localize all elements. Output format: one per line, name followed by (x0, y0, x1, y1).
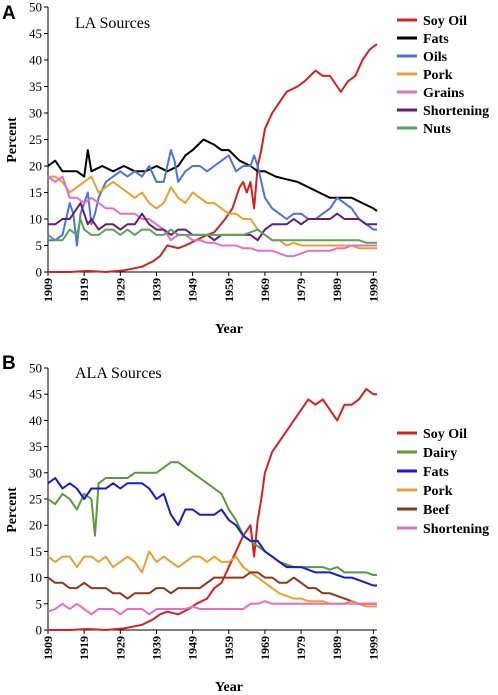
panel-b-y-tick-label: 0 (36, 623, 43, 638)
panel-b-x-tick-label: 1909 (41, 636, 55, 660)
panel-b-x-tick-label: 1999 (366, 636, 380, 660)
panel-a-x-axis-label: Year (215, 322, 243, 337)
panel-a-y-tick-label: 50 (29, 0, 42, 15)
panel-b-x-tick-label: 1939 (149, 636, 163, 660)
panel-b-x-tick-label: 1989 (330, 636, 344, 660)
panel-b-y-tick-label: 40 (29, 413, 42, 428)
panel-b-series-line-fats (47, 477, 377, 587)
panel-b-series-line-soy-oil (48, 388, 377, 631)
panel-a-series-line-oils (48, 149, 377, 247)
panel-b-series-line-beef (47, 571, 377, 605)
panel-a-y-tick-label: 45 (29, 26, 42, 41)
panel-b-y-tick-label: 45 (29, 387, 42, 402)
panel-b-series-line-dairy (47, 461, 377, 576)
panel-b-legend-label-soy-oil: Soy Oil (423, 427, 467, 442)
panel-a-series-line-nuts (47, 218, 377, 244)
panel-a-series-line-soy-oil (48, 43, 378, 273)
panel-b-y-tick-label: 20 (29, 518, 42, 533)
panel-b-y-tick-label: 35 (29, 439, 42, 454)
panel-b-series-line-shortening (47, 600, 377, 616)
panel-a-x-tick-label: 1959 (222, 278, 236, 302)
panel-a-x-ticks: 1909 1919 1929 1939 1949 1959 1969 1979 1989 1999 (41, 272, 380, 302)
panel-a-title: LA Sources (75, 15, 150, 32)
panel-a-legend: Soy Oil Fats Oils Pork Grains Shortening Nuts (397, 14, 489, 137)
panel-b-x-tick-label: 1969 (258, 636, 272, 660)
panel-a-y-tick-label: 10 (29, 212, 42, 227)
panel-a-y-axis-label: Percent (5, 117, 20, 163)
panel-a-y-tick-label: 35 (29, 79, 42, 94)
panel-a-legend-label-oils: Oils (423, 50, 448, 65)
panel-a-series-lines (47, 43, 378, 273)
panel-a-y-tick-label: 40 (29, 53, 42, 68)
panel-a-x-tick-label: 1989 (330, 278, 344, 302)
panel-a-letter: A (2, 3, 16, 24)
panel-b-x-ticks: 1909 1919 1929 1939 1949 1959 1969 1979 1989 1999 (41, 630, 380, 660)
panel-a-y-tick-label: 30 (29, 106, 42, 121)
panel-b-y-ticks: 0 5 10 15 20 25 30 35 40 45 50 (29, 361, 48, 638)
panel-b-y-tick-label: 15 (29, 544, 42, 559)
panel-a-y-tick-label: 25 (29, 132, 42, 147)
panel-b-y-tick-label: 30 (29, 465, 42, 480)
panel-b-x-tick-label: 1929 (113, 636, 127, 660)
panel-b-title: ALA Sources (75, 365, 162, 382)
panel-b-y-tick-label: 25 (29, 492, 42, 507)
panel-a-x-tick-label: 1999 (366, 278, 380, 302)
panel-a-y-tick-label: 5 (36, 238, 43, 253)
panel-b-x-tick-label: 1919 (77, 636, 91, 660)
panel-a-x-tick-label: 1979 (294, 278, 308, 302)
panel-b-legend-label-dairy: Dairy (423, 446, 457, 461)
panel-b-y-axis-label: Percent (5, 487, 20, 533)
panel-b-legend: Soy Oil Dairy Fats Pork Beef Shortening (397, 427, 489, 537)
panel-a-x-tick-label: 1969 (258, 278, 272, 302)
panel-a-x-tick-label: 1919 (77, 278, 91, 302)
panel-b-legend-label-fats: Fats (423, 465, 449, 480)
panel-b-series-line-pork (47, 550, 377, 608)
panel-b-legend-label-shortening: Shortening (423, 522, 489, 537)
panel-a-x-tick-label: 1939 (149, 278, 163, 302)
panel-a-x-tick-label: 1949 (186, 278, 200, 302)
panel-b-series-lines (47, 388, 377, 631)
panel-a-legend-label-grains: Grains (423, 86, 465, 101)
panel-a-y-tick-label: 20 (29, 159, 42, 174)
panel-b-y-tick-label: 5 (36, 596, 43, 611)
panel-a-legend-label-nuts: Nuts (423, 122, 452, 137)
panel-a-y-tick-label: 0 (36, 265, 43, 280)
panel-a-legend-label-soy-oil: Soy Oil (423, 14, 467, 29)
panel-b-legend-label-beef: Beef (423, 503, 450, 518)
panel-a-x-tick-label: 1909 (41, 278, 55, 302)
panel-b-letter: B (2, 353, 16, 374)
panel-a-y-tick-label: 15 (29, 185, 42, 200)
panel-a-series-line-grains (47, 175, 377, 258)
panel-a-series-line-pork (48, 175, 377, 250)
panel-b-x-tick-label: 1959 (222, 636, 236, 660)
panel-a-legend-label-pork: Pork (423, 68, 453, 83)
panel-a-x-tick-label: 1929 (113, 278, 127, 302)
panel-b-x-axis-label: Year (215, 680, 243, 695)
panel-a-y-ticks: 0 5 10 15 20 25 30 35 40 45 50 (29, 0, 48, 280)
panel-a-series-line-fats (47, 138, 378, 212)
panel-b-y-tick-label: 50 (29, 361, 42, 376)
panel-b-x-tick-label: 1979 (294, 636, 308, 660)
panel-b-x-tick-label: 1949 (186, 636, 200, 660)
panel-a-legend-label-fats: Fats (423, 32, 449, 47)
panel-a-legend-label-shortening: Shortening (423, 104, 489, 119)
panel-b-legend-label-pork: Pork (423, 484, 453, 499)
panel-b-y-tick-label: 10 (29, 570, 42, 585)
